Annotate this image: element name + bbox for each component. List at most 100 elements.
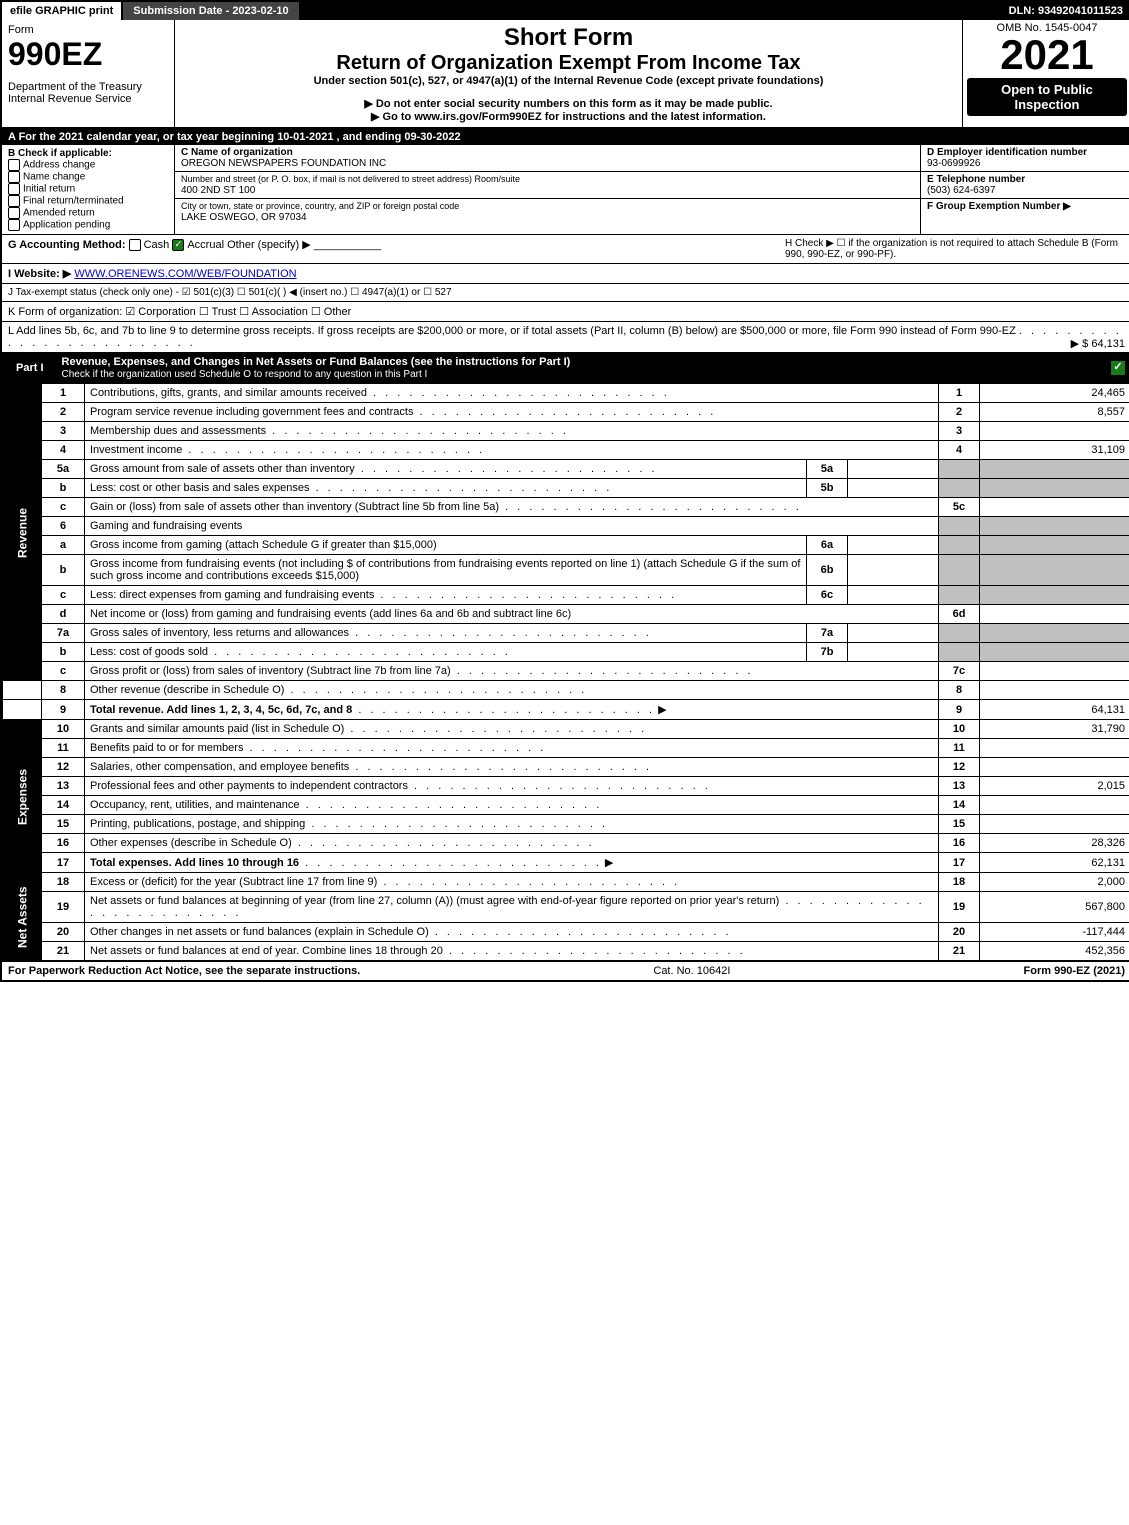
j-line: J Tax-exempt status (check only one) - ☑… <box>2 284 1129 302</box>
val-1: 24,465 <box>980 384 1129 403</box>
header-row: Form 990EZ Department of the Treasury In… <box>2 20 1129 129</box>
g-line: G Accounting Method: Cash ✓Accrual Other… <box>8 238 785 260</box>
row-6a: a Gross income from gaming (attach Sched… <box>3 536 1129 555</box>
val-4: 31,109 <box>980 441 1129 460</box>
top-bar: efile GRAPHIC print Submission Date - 20… <box>2 2 1129 20</box>
row-21: 21 Net assets or fund balances at end of… <box>3 942 1129 961</box>
row-3: 3 Membership dues and assessments 3 <box>3 422 1129 441</box>
chk-address[interactable]: Address change <box>8 159 168 171</box>
val-15 <box>980 815 1129 834</box>
row-15: 15 Printing, publications, postage, and … <box>3 815 1129 834</box>
val-10: 31,790 <box>980 720 1129 739</box>
header-right: OMB No. 1545-0047 2021 Open to Public In… <box>962 20 1129 127</box>
subtitle: Under section 501(c), 527, or 4947(a)(1)… <box>181 75 956 87</box>
phone-value: (503) 624-6397 <box>927 185 995 196</box>
val-12 <box>980 758 1129 777</box>
footer-catno: Cat. No. 10642I <box>653 965 730 977</box>
row-6: 6 Gaming and fundraising events <box>3 517 1129 536</box>
row-9: 9 Total revenue. Add lines 1, 2, 3, 4, 5… <box>3 700 1129 720</box>
chk-name[interactable]: Name change <box>8 171 168 183</box>
row-16: 16 Other expenses (describe in Schedule … <box>3 834 1129 853</box>
info-grid: B Check if applicable: Address change Na… <box>2 145 1129 235</box>
f-label: F Group Exemption Number ▶ <box>927 201 1071 212</box>
val-3 <box>980 422 1129 441</box>
tax-year: 2021 <box>967 34 1127 76</box>
c-label: C Name of organization <box>181 147 293 158</box>
val-13: 2,015 <box>980 777 1129 796</box>
chk-final[interactable]: Final return/terminated <box>8 195 168 207</box>
row-10: Expenses 10 Grants and similar amounts p… <box>3 720 1129 739</box>
org-name: OREGON NEWSPAPERS FOUNDATION INC <box>181 158 386 169</box>
netassets-side-label: Net Assets <box>3 873 42 961</box>
form-label: Form <box>8 24 168 36</box>
city-label: City or town, state or province, country… <box>181 201 459 211</box>
street-label: Number and street (or P. O. box, if mail… <box>181 174 520 184</box>
part1-header: Part I Revenue, Expenses, and Changes in… <box>2 353 1129 383</box>
b-label: B Check if applicable: <box>8 148 168 159</box>
chk-amended[interactable]: Amended return <box>8 207 168 219</box>
website-link[interactable]: WWW.ORENEWS.COM/WEB/FOUNDATION <box>74 268 296 280</box>
row-6c: c Less: direct expenses from gaming and … <box>3 586 1129 605</box>
val-19: 567,800 <box>980 892 1129 923</box>
row-7c: c Gross profit or (loss) from sales of i… <box>3 662 1129 681</box>
chk-pending[interactable]: Application pending <box>8 219 168 231</box>
dln-label: DLN: 93492041011523 <box>1001 2 1129 20</box>
val-2: 8,557 <box>980 403 1129 422</box>
chk-cash[interactable] <box>129 239 141 251</box>
revenue-side-label: Revenue <box>3 384 42 681</box>
footer: For Paperwork Reduction Act Notice, see … <box>2 961 1129 980</box>
dept-label: Department of the Treasury <box>8 81 168 93</box>
city-state-zip: LAKE OSWEGO, OR 97034 <box>181 212 307 223</box>
e-label: E Telephone number <box>927 174 1025 185</box>
row-8: 8 Other revenue (describe in Schedule O)… <box>3 681 1129 700</box>
row-1: Revenue 1 Contributions, gifts, grants, … <box>3 384 1129 403</box>
row-5b: b Less: cost or other basis and sales ex… <box>3 479 1129 498</box>
short-form-title: Short Form <box>181 24 956 52</box>
row-14: 14 Occupancy, rent, utilities, and maint… <box>3 796 1129 815</box>
val-7c <box>980 662 1129 681</box>
row-6b: b Gross income from fundraising events (… <box>3 555 1129 586</box>
row-11: 11 Benefits paid to or for members 11 <box>3 739 1129 758</box>
footer-left: For Paperwork Reduction Act Notice, see … <box>8 965 360 977</box>
row-7a: 7a Gross sales of inventory, less return… <box>3 624 1129 643</box>
d-label: D Employer identification number <box>927 147 1087 158</box>
row-19: 19 Net assets or fund balances at beginn… <box>3 892 1129 923</box>
expenses-side-label: Expenses <box>3 720 42 873</box>
chk-accrual[interactable]: ✓ <box>172 239 184 251</box>
l-line: L Add lines 5b, 6c, and 7b to line 9 to … <box>2 322 1129 353</box>
val-14 <box>980 796 1129 815</box>
header-left: Form 990EZ Department of the Treasury In… <box>2 20 175 127</box>
val-6d <box>980 605 1129 624</box>
column-b: B Check if applicable: Address change Na… <box>2 145 175 234</box>
l-value: ▶ $ 64,131 <box>1071 337 1125 350</box>
val-5c <box>980 498 1129 517</box>
val-9: 64,131 <box>980 700 1129 720</box>
efile-label: efile GRAPHIC print <box>2 2 123 20</box>
row-20: 20 Other changes in net assets or fund b… <box>3 923 1129 942</box>
submission-date: Submission Date - 2023-02-10 <box>123 2 300 20</box>
column-c: C Name of organization OREGON NEWSPAPERS… <box>175 145 921 234</box>
form-table: Revenue 1 Contributions, gifts, grants, … <box>2 383 1129 961</box>
row-5a: 5a Gross amount from sale of assets othe… <box>3 460 1129 479</box>
row-6d: d Net income or (loss) from gaming and f… <box>3 605 1129 624</box>
val-8 <box>980 681 1129 700</box>
val-20: -117,444 <box>980 923 1129 942</box>
note-ssn: ▶ Do not enter social security numbers o… <box>181 97 956 110</box>
row-5c: c Gain or (loss) from sale of assets oth… <box>3 498 1129 517</box>
footer-right: Form 990-EZ (2021) <box>1024 965 1125 977</box>
k-line: K Form of organization: ☑ Corporation ☐ … <box>2 302 1129 322</box>
val-17: 62,131 <box>980 853 1129 873</box>
h-line: H Check ▶ ☐ if the organization is not r… <box>785 238 1125 260</box>
row-18: Net Assets 18 Excess or (deficit) for th… <box>3 873 1129 892</box>
row-a: A For the 2021 calendar year, or tax yea… <box>2 129 1129 145</box>
row-17: 17 Total expenses. Add lines 10 through … <box>3 853 1129 873</box>
chk-initial[interactable]: Initial return <box>8 183 168 195</box>
form-number: 990EZ <box>8 36 168 73</box>
i-line: I Website: ▶ WWW.ORENEWS.COM/WEB/FOUNDAT… <box>2 264 1129 284</box>
part1-label: Part I <box>8 360 52 376</box>
row-12: 12 Salaries, other compensation, and emp… <box>3 758 1129 777</box>
row-4: 4 Investment income 4 31,109 <box>3 441 1129 460</box>
ein-value: 93-0699926 <box>927 158 980 169</box>
main-title: Return of Organization Exempt From Incom… <box>181 52 956 75</box>
part1-checkbox[interactable]: ✓ <box>1111 361 1125 375</box>
